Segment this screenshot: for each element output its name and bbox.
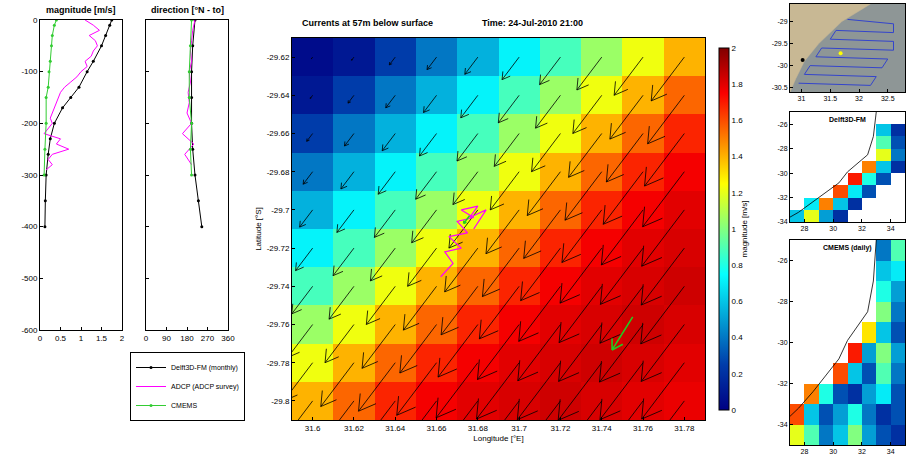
svg-text:31.68: 31.68 — [468, 424, 489, 433]
svg-text:30: 30 — [829, 448, 837, 455]
svg-text:Time: 24-Jul-2010 21:00: Time: 24-Jul-2010 21:00 — [482, 18, 583, 28]
svg-text:31: 31 — [798, 95, 806, 102]
svg-text:-29.62: -29.62 — [267, 53, 290, 62]
svg-text:-30.5: -30.5 — [772, 84, 788, 91]
svg-text:-34: -34 — [777, 421, 787, 428]
svg-text:CMEMS (daily): CMEMS (daily) — [823, 244, 872, 252]
svg-text:-29.8: -29.8 — [271, 397, 290, 406]
svg-text:-29.66: -29.66 — [267, 129, 290, 138]
svg-text:2: 2 — [120, 334, 125, 343]
svg-text:-34: -34 — [777, 218, 787, 225]
svg-text:-500: -500 — [21, 274, 38, 283]
svg-text:28: 28 — [800, 225, 808, 232]
svg-text:-400: -400 — [21, 222, 38, 231]
svg-text:-29.72: -29.72 — [267, 244, 290, 253]
svg-text:-26: -26 — [777, 121, 787, 128]
svg-text:-29.76: -29.76 — [267, 320, 290, 329]
svg-text:-32: -32 — [777, 194, 787, 201]
svg-text:32: 32 — [855, 95, 863, 102]
svg-text:360: 360 — [221, 334, 235, 343]
svg-text:0: 0 — [144, 334, 149, 343]
svg-text:31.5: 31.5 — [823, 95, 837, 102]
svg-text:0.5: 0.5 — [55, 334, 67, 343]
svg-text:34: 34 — [887, 225, 895, 232]
svg-text:-30: -30 — [777, 62, 787, 69]
svg-text:-30: -30 — [777, 339, 787, 346]
svg-text:-29.78: -29.78 — [267, 359, 290, 368]
svg-text:31.72: 31.72 — [550, 424, 571, 433]
svg-text:ADCP (ADCP survey): ADCP (ADCP survey) — [171, 383, 239, 391]
svg-text:1.4: 1.4 — [732, 152, 744, 161]
svg-text:-29.74: -29.74 — [267, 282, 290, 291]
svg-text:270: 270 — [201, 334, 215, 343]
svg-text:-600: -600 — [21, 326, 38, 335]
svg-text:31.64: 31.64 — [385, 424, 406, 433]
svg-text:-29.7: -29.7 — [271, 206, 290, 215]
svg-text:-29: -29 — [777, 18, 787, 25]
svg-text:180: 180 — [180, 334, 194, 343]
svg-text:0.6: 0.6 — [732, 297, 744, 306]
svg-text:magnitude [m/s]: magnitude [m/s] — [740, 201, 749, 258]
svg-text:Delft3D-FM (monthly): Delft3D-FM (monthly) — [171, 364, 238, 372]
svg-text:31.78: 31.78 — [674, 424, 695, 433]
svg-text:Currents at 57m below surface: Currents at 57m below surface — [302, 18, 433, 28]
svg-text:0: 0 — [33, 16, 38, 25]
svg-text:1: 1 — [732, 225, 737, 234]
svg-text:0.8: 0.8 — [732, 261, 744, 270]
svg-text:34: 34 — [887, 448, 895, 455]
svg-text:30: 30 — [829, 225, 837, 232]
svg-text:32.5: 32.5 — [881, 95, 895, 102]
svg-text:31.74: 31.74 — [592, 424, 613, 433]
svg-text:Delft3D-FM: Delft3D-FM — [829, 116, 866, 123]
svg-text:-32: -32 — [777, 380, 787, 387]
svg-text:direction [°N - to]: direction [°N - to] — [151, 5, 224, 15]
svg-text:Latitude [°S]: Latitude [°S] — [254, 207, 263, 251]
svg-text:2: 2 — [732, 44, 737, 53]
svg-text:-300: -300 — [21, 171, 38, 180]
svg-text:1.6: 1.6 — [732, 116, 744, 125]
svg-text:32: 32 — [858, 225, 866, 232]
svg-text:1.2: 1.2 — [732, 189, 744, 198]
svg-text:-29.68: -29.68 — [267, 168, 290, 177]
svg-text:31.76: 31.76 — [633, 424, 654, 433]
svg-text:-200: -200 — [21, 119, 38, 128]
svg-text:32: 32 — [858, 448, 866, 455]
svg-text:0: 0 — [38, 334, 43, 343]
svg-text:-30: -30 — [777, 170, 787, 177]
svg-text:28: 28 — [800, 448, 808, 455]
svg-text:0: 0 — [732, 406, 737, 415]
svg-text:1.8: 1.8 — [732, 80, 744, 89]
svg-text:31.66: 31.66 — [427, 424, 448, 433]
svg-text:31.6: 31.6 — [305, 424, 321, 433]
svg-text:-26: -26 — [777, 257, 787, 264]
svg-text:0.4: 0.4 — [732, 333, 744, 342]
svg-text:-28: -28 — [777, 298, 787, 305]
svg-text:1.5: 1.5 — [96, 334, 108, 343]
svg-text:-29.64: -29.64 — [267, 91, 290, 100]
svg-text:31.7: 31.7 — [511, 424, 527, 433]
svg-text:90: 90 — [162, 334, 171, 343]
svg-text:CMEMS: CMEMS — [171, 402, 197, 409]
svg-text:-28: -28 — [777, 145, 787, 152]
svg-text:-100: -100 — [21, 67, 38, 76]
svg-text:31.62: 31.62 — [344, 424, 365, 433]
svg-text:magnitude [m/s]: magnitude [m/s] — [46, 5, 116, 15]
svg-text:0.2: 0.2 — [732, 370, 744, 379]
svg-text:1: 1 — [79, 334, 84, 343]
svg-text:-29.5: -29.5 — [772, 40, 788, 47]
svg-text:Longitude [°E]: Longitude [°E] — [473, 434, 523, 443]
